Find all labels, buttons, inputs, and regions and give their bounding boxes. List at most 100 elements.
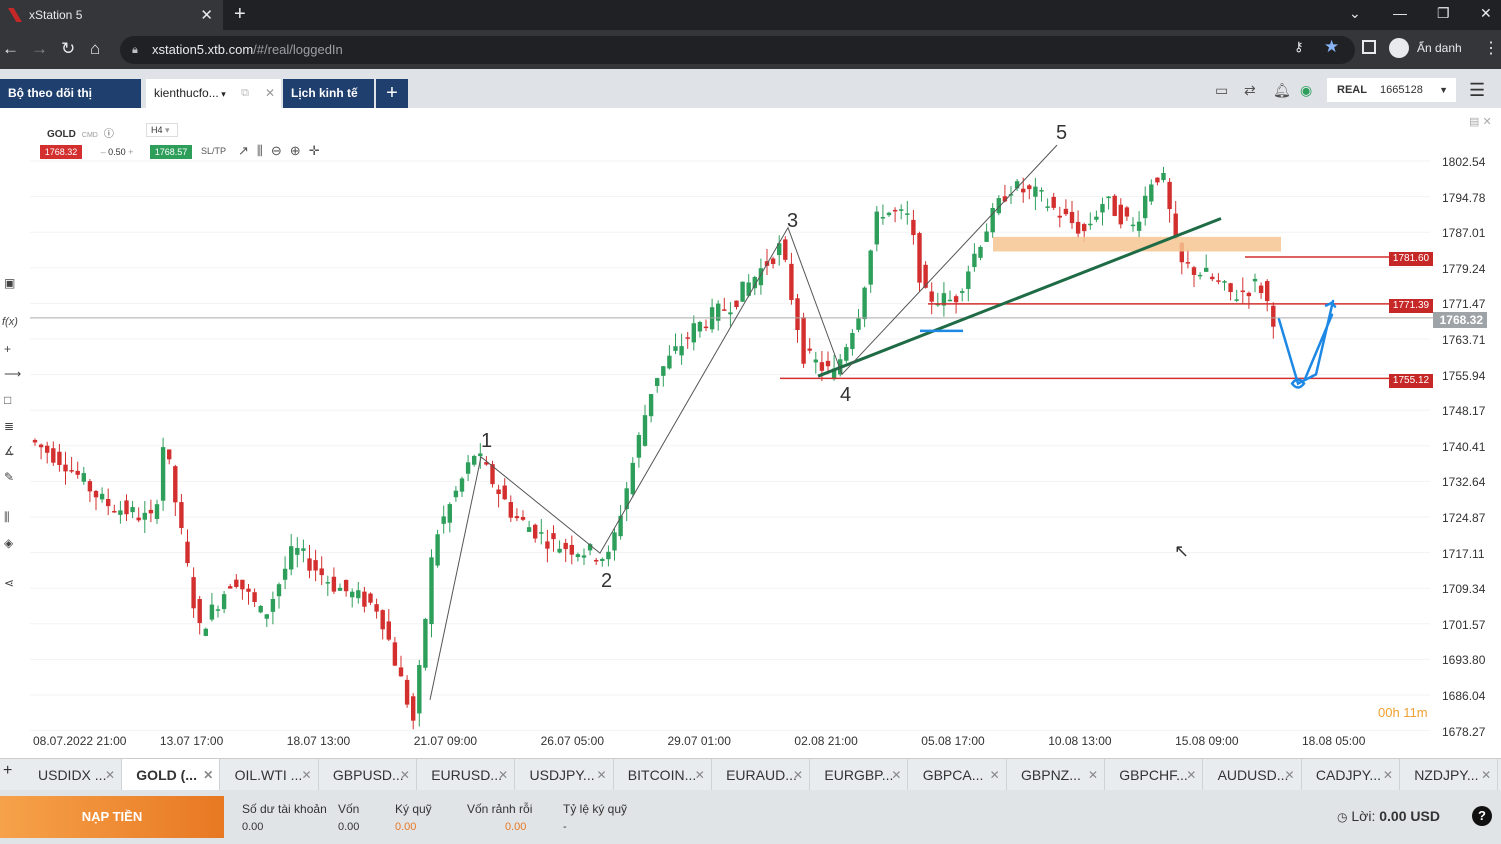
close-icon[interactable]: ✕ xyxy=(498,768,509,782)
candle-body xyxy=(935,303,940,306)
dropdown-icon[interactable]: ▾ xyxy=(218,89,226,99)
instrument-tab[interactable]: AUDUSD... ✕ xyxy=(1204,759,1302,791)
close-icon[interactable]: ✕ xyxy=(1284,768,1295,782)
window-close-icon[interactable]: ✕ xyxy=(1480,5,1492,21)
crosshair-icon[interactable]: ✛ xyxy=(308,143,328,158)
browser-menu-icon[interactable]: ⋮ xyxy=(1483,40,1499,57)
price-level-label[interactable]: 1755.12 xyxy=(1389,374,1433,388)
account-selector[interactable]: REAL 1665128 ▼ xyxy=(1327,78,1456,102)
instrument-tab[interactable]: GBPCA... ✕ xyxy=(909,759,1007,791)
zoom-in-icon[interactable]: ⊕ xyxy=(289,143,309,158)
incognito-profile[interactable]: Ẩn danh xyxy=(1389,38,1462,58)
candle-body xyxy=(551,533,556,540)
volume-stepper[interactable]: – 0.50 + xyxy=(100,147,134,157)
close-icon[interactable]: ✕ xyxy=(104,768,115,782)
rectangle-tool-icon[interactable]: □ xyxy=(4,393,12,407)
function-icon[interactable]: f(x) xyxy=(2,316,18,328)
close-icon[interactable]: ✕ xyxy=(1087,768,1098,782)
instrument-tab[interactable]: NZDJPY... ✕ xyxy=(1400,759,1499,791)
close-icon[interactable]: ✕ xyxy=(891,768,902,782)
close-icon[interactable]: ✕ xyxy=(200,7,213,24)
info-icon[interactable]: ⓘ xyxy=(103,129,114,140)
close-icon[interactable]: ✕ xyxy=(264,86,275,100)
sltp-button[interactable]: SL/TP xyxy=(201,146,227,156)
candles-icon[interactable]: ⫼ xyxy=(4,510,10,524)
layout-icon[interactable]: ▭ xyxy=(1215,82,1229,98)
instrument-tab[interactable]: USDJPY... ✕ xyxy=(516,759,614,791)
collapse-icon[interactable]: ▤ ✕ xyxy=(1469,116,1492,128)
candle-body xyxy=(1191,267,1197,275)
instrument-tab[interactable]: EURGBP... ✕ xyxy=(810,759,909,791)
back-icon[interactable]: ← xyxy=(2,39,19,58)
instrument-tab[interactable]: EURAUD... ✕ xyxy=(712,759,811,791)
close-icon[interactable]: ✕ xyxy=(694,768,705,782)
browser-tab[interactable]: xStation 5 ✕ xyxy=(0,0,223,30)
close-icon[interactable]: ✕ xyxy=(793,768,804,782)
reload-icon[interactable]: ↻ xyxy=(61,39,76,58)
crosshair-icon[interactable]: + xyxy=(4,342,12,356)
popout-icon[interactable]: ⧉ xyxy=(241,87,249,99)
maximize-icon[interactable]: ❐ xyxy=(1437,5,1450,21)
instrument-tab[interactable]: CADJPY... ✕ xyxy=(1302,759,1400,791)
instrument-tab[interactable]: GOLD (... ✕ xyxy=(122,759,221,791)
tab-market-watch[interactable]: Bộ theo dõi thị trường xyxy=(0,79,141,129)
instrument-tab[interactable]: GBPCHF... ✕ xyxy=(1105,759,1204,791)
tab-chart[interactable]: kienthucfo... ▾ ⧉ ✕ xyxy=(146,79,281,108)
sell-button[interactable]: 1768.32 xyxy=(40,145,82,159)
close-icon[interactable]: ✕ xyxy=(1382,768,1393,782)
instrument-tab[interactable]: BITCOIN... ✕ xyxy=(614,759,712,791)
hamburger-menu-icon[interactable]: ☰ xyxy=(1469,80,1486,100)
chart-type-icon[interactable]: ▣ xyxy=(4,276,16,290)
fibonacci-icon[interactable]: ≣ xyxy=(4,419,15,433)
timeframe-select[interactable]: H4 ▾ xyxy=(146,123,178,137)
tab-economic-calendar[interactable]: Lịch kinh tế xyxy=(283,79,374,108)
price-level-label[interactable]: 1771.39 xyxy=(1389,299,1433,313)
price-chart[interactable] xyxy=(0,108,1501,758)
price-level-label[interactable]: 1781.60 xyxy=(1389,252,1433,266)
close-icon[interactable]: ✕ xyxy=(203,768,214,782)
instrument-tab[interactable]: GBPUSD... ✕ xyxy=(319,759,417,791)
minimize-icon[interactable]: — xyxy=(1393,5,1407,21)
home-icon[interactable]: ⌂ xyxy=(90,39,101,58)
add-tab-button[interactable]: + xyxy=(376,79,408,108)
indicator-icon[interactable]: ↗ xyxy=(238,143,257,158)
exchange-icon[interactable]: ⇄ xyxy=(1244,82,1256,98)
side-panel-icon[interactable] xyxy=(1362,40,1376,54)
bell-icon[interactable]: 🔔︎ xyxy=(1273,82,1291,98)
layers-icon[interactable]: ◈ xyxy=(4,536,14,550)
deposit-button[interactable]: NẠP TIỀN xyxy=(0,796,224,838)
y-tick-label: 1755.94 xyxy=(1442,368,1486,383)
instrument-tab[interactable]: USDIDX ... ✕ xyxy=(24,759,122,791)
candle-body xyxy=(1051,196,1056,208)
close-icon[interactable]: ✕ xyxy=(1481,768,1492,782)
buy-button[interactable]: 1768.57 xyxy=(150,145,192,159)
forward-icon[interactable]: → xyxy=(31,39,48,58)
instrument-tab[interactable]: OIL.WTI ... ✕ xyxy=(221,759,319,791)
bookmark-star-icon[interactable]: ★ xyxy=(1324,37,1340,56)
close-icon[interactable]: ✕ xyxy=(1186,768,1197,782)
chevron-down-icon[interactable]: ⌄ xyxy=(1349,5,1361,21)
candle-body xyxy=(539,532,544,534)
line-tool-icon[interactable]: ⟶ xyxy=(4,367,22,381)
browser-tabbar: xStation 5 ✕ + ⌄ — ❐ ✕ xyxy=(0,0,1501,30)
url-field[interactable]: 🔒︎ xstation5.xtb.com/#/real/loggedIn xyxy=(120,36,1355,64)
help-icon[interactable]: ? xyxy=(1472,806,1492,826)
instrument-tab[interactable]: EURUSD... ✕ xyxy=(417,759,516,791)
close-icon[interactable]: ✕ xyxy=(301,768,312,782)
zoom-out-icon[interactable]: ⊖ xyxy=(270,143,290,158)
add-instrument-icon[interactable]: + xyxy=(3,762,13,779)
chart-panel[interactable] xyxy=(0,108,1501,758)
key-icon[interactable]: ⚷ xyxy=(1294,39,1304,54)
pencil-icon[interactable]: ✎ xyxy=(4,470,15,484)
xtb-favicon-icon xyxy=(8,8,22,22)
candle-body xyxy=(1258,285,1264,294)
close-icon[interactable]: ✕ xyxy=(399,768,410,782)
close-icon[interactable]: ✕ xyxy=(989,768,1000,782)
candle-body xyxy=(972,253,977,268)
new-tab-icon[interactable]: + xyxy=(234,3,246,25)
close-icon[interactable]: ✕ xyxy=(596,768,607,782)
pitchfork-icon[interactable]: ∡ xyxy=(4,444,15,458)
candles-icon[interactable]: ⫼ xyxy=(256,143,271,158)
share-icon[interactable]: ⋖ xyxy=(4,576,15,590)
instrument-tab[interactable]: GBPNZ... ✕ xyxy=(1007,759,1105,791)
